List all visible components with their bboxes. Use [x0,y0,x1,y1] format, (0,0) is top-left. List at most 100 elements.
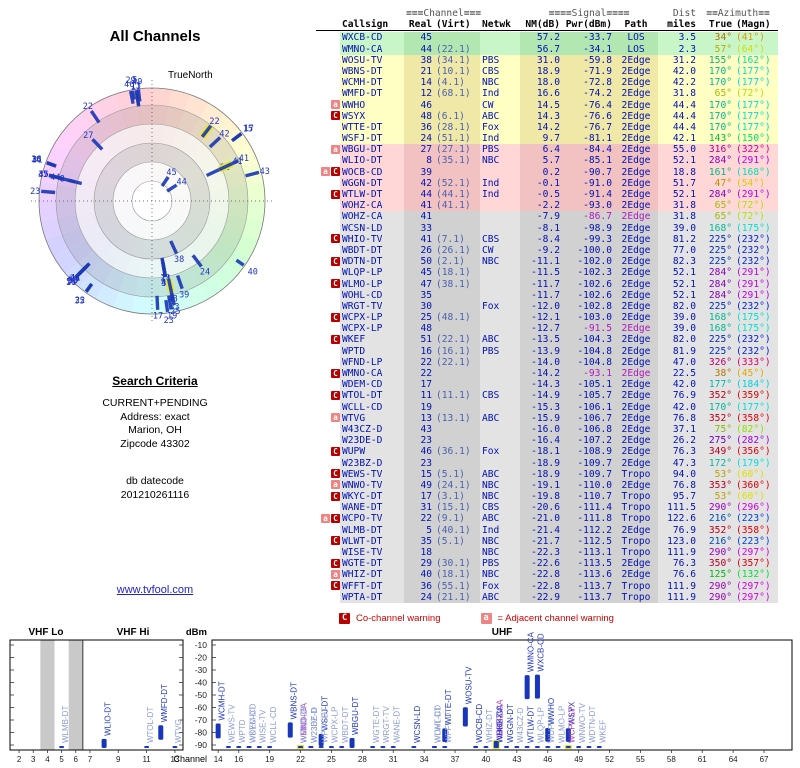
svg-text:15: 15 [243,125,253,135]
callsign-cell: WPTD [340,345,404,357]
table-row: WPTD 16 (16.1) PBS -13.9 -104.8 2Edge 81.9 225°(… [316,345,778,357]
table-row: W43CZ-D 43 -16.0 -106.8 2Edge 37.1 75° (82°) [316,423,778,436]
table-row: a WWHO 46 CW 14.5 -76.4 2Edge 44.4 170° (177°) [316,99,778,111]
svg-text:67: 67 [760,755,769,764]
svg-text:14: 14 [161,275,171,285]
table-row: WCSN-LD 33 -8.1 -98.9 2Edge 39.0 168° (175°) [316,222,778,234]
table-row: WANE-DT 31 (15.1) CBS -20.6 -111.4 Tropo 111.5 2… [316,502,778,514]
svg-text:43: 43 [260,167,270,177]
svg-text:WPTA-DT: WPTA-DT [320,707,329,743]
svg-text:46: 46 [543,755,552,764]
table-row: WLIO-DT 8 (35.1) NBC 5.7 -85.1 2Edge 52.1 284° (2… [316,155,778,167]
callsign-cell: WMNO-CA [340,368,404,380]
svg-text:WTTE-DT: WTTE-DT [444,689,453,725]
callsign-cell: WTLW-DT [340,189,404,201]
table-row: C WMNO-CA 22 -14.2 -93.1 2Edge 22.5 38° (45°) [316,368,778,380]
dist-group-header: Dist [672,8,696,19]
callsign-cell: W23DE-D [340,435,404,447]
azimuth-group-header: ≡≡Azimuth≡≡ [706,8,770,19]
svg-text:58: 58 [667,755,676,764]
table-row: WOHZ-CA 41 (41.1) -2.2 -93.0 2Edge 31.8 65° (72°… [316,200,778,212]
table-row: WOSU-TV 38 (34.1) PBS 31.0 -59.8 2Edge 31.2 155°… [316,54,778,66]
callsign-cell: WOSU-TV [340,54,404,66]
svg-text:WLWT-DT: WLWT-DT [434,706,443,743]
criteria-zipcode: Zipcode 43302 [120,437,190,450]
svg-text:35: 35 [38,170,48,180]
table-row: a WBGU-DT 27 (27.1) PBS 6.4 -84.4 2Edge 55.0 316°… [316,144,778,156]
co-channel-warning-badge: C [331,279,340,288]
svg-text:44: 44 [176,178,186,188]
callsign-cell: WHIZ-DT [340,569,404,581]
svg-text:35: 35 [75,297,85,307]
callsign-cell: WCPX-LP [340,312,404,324]
db-datecode-label: db datecode [126,475,184,487]
svg-text:26: 26 [70,274,80,284]
tvfool-link[interactable]: www.tvfool.com [116,584,194,596]
svg-text:WTOL-DT: WTOL-DT [146,707,155,743]
svg-text:WCSN-LD: WCSN-LD [413,705,422,743]
svg-text:9: 9 [116,755,121,764]
svg-text:21: 21 [160,274,170,284]
co-channel-warning-badge: C [331,491,340,501]
table-row: WMFD-DT 12 (68.1) Ind 16.6 -74.2 2Edge 31.8 65°(… [316,88,778,100]
callsign-cell: WPTA-DT [340,591,404,603]
svg-text:5: 5 [59,755,64,764]
svg-text:50: 50 [68,276,78,286]
table-row: WGGN-DT 42 (52.1) Ind -0.1 -91.0 2Edge 51.7 47°(… [316,177,778,189]
callsign-cell: WOHL-CD [340,289,404,301]
criteria-mode: CURRENT+PENDING [102,397,208,409]
svg-text:W23BZ-D: W23BZ-D [310,708,319,743]
svg-text:27: 27 [83,131,93,141]
svg-text:WTLW-DT: WTLW-DT [526,706,535,743]
nm-db-header: NM(dB) [525,19,560,31]
svg-text:WRGT-TV: WRGT-TV [382,705,391,743]
dbm-axis-label: dBm [186,627,207,638]
svg-text:31: 31 [389,755,398,764]
svg-text:22: 22 [75,296,85,306]
co-channel-warning-badge: C [331,256,340,266]
table-row: WOHZ-CA 41 -7.9 -86.7 2Edge 31.8 65° (72°) [316,211,778,223]
svg-text:WHIZ-DT: WHIZ-DT [485,709,494,743]
svg-text:WSFJ-DT: WSFJ-DT [320,696,329,731]
table-row: WISE-TV 18 NBC -22.3 -113.1 Tropo 111.9 290° (29… [316,547,778,559]
table-column-header-row: Callsign Real (Virt) Netwk NM(dB) Pwr(dB… [316,19,778,31]
adjacent-warning-badge: a [331,569,340,579]
callsign-cell: WMFD-DT [340,88,404,100]
svg-text:6: 6 [74,755,79,764]
svg-text:7: 7 [88,755,93,764]
callsign-cell: WTVG [340,412,404,424]
callsign-cell: WHIO-TV [340,233,404,245]
co-channel-warning-badge: C [331,312,340,322]
svg-text:45: 45 [38,170,48,180]
callsign-cell: WXCB-CD [340,32,404,44]
svg-text:46: 46 [124,80,134,90]
radar-chart: 4544382114124648362427839424441413341265… [30,70,273,326]
svg-text:WKYC-DT: WKYC-DT [248,706,257,743]
table-row: WLMB-DT 5 (40.1) Ind -21.4 -112.2 2Edge 76.9 352… [316,524,778,536]
table-row: WSFJ-DT 24 (51.1) Ind 9.7 -81.1 2Edge 42.1 143°(… [316,133,778,145]
co-channel-warning-badge: C [331,334,340,344]
table-row: WMNO-CA 44 (22.1) 56.7 -34.1 LOS 2.3 57° (64°) [316,43,778,55]
callsign-cell: WDEM-CD [340,379,404,391]
svg-text:13: 13 [131,81,141,91]
callsign-cell: WCLL-CD [340,401,404,413]
callsign-cell: WFND-LP [340,356,404,368]
search-criteria-panel: Search Criteria CURRENT+PENDING Address:… [55,374,255,502]
svg-text:WGTE-DT: WGTE-DT [372,706,381,743]
callsign-cell: WWHO [340,99,404,111]
table-group-header-row: ≡≡≡Channel≡≡≡ ≡≡≡≡Signal≡≡≡≡ Dist ≡≡Azim… [316,8,778,20]
callsign-cell: WDTN-DT [340,256,404,268]
svg-text:-30: -30 [195,665,208,675]
table-row: C WHIO-TV 41 (7.1) CBS -8.4 -99.3 2Edge 81.2 225°… [316,233,778,245]
svg-text:41: 41 [239,154,249,164]
true-azimuth-header: True [708,19,732,31]
table-row: C WKEF 51 (22.1) ABC -13.5 -104.3 2Edge 82.0 225°… [316,334,778,346]
channel-group-header: ≡≡≡Channel≡≡≡ [406,8,482,19]
svg-text:WDEM-CD: WDEM-CD [248,703,257,743]
svg-text:30: 30 [67,276,77,286]
co-channel-warning-badge: C [331,469,340,479]
spectrum-chart: -10-20-30-40-50-60-70-80-902 3 4 5 6 7 9 11 13 14… [9,627,793,764]
svg-text:39: 39 [179,290,189,300]
callsign-cell: WRGT-TV [340,300,404,313]
